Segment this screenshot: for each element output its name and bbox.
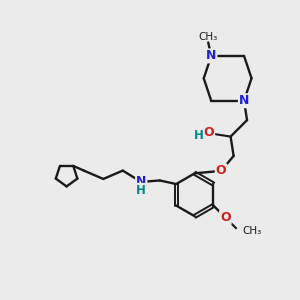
- Text: CH₃: CH₃: [243, 226, 262, 236]
- Text: O: O: [203, 127, 214, 140]
- Text: N: N: [136, 176, 146, 188]
- Text: CH₃: CH₃: [199, 32, 218, 42]
- Text: N: N: [239, 94, 249, 107]
- Text: O: O: [216, 164, 226, 177]
- Text: H: H: [194, 130, 204, 142]
- Text: O: O: [220, 211, 231, 224]
- Text: N: N: [206, 50, 216, 62]
- Text: H: H: [136, 184, 146, 197]
